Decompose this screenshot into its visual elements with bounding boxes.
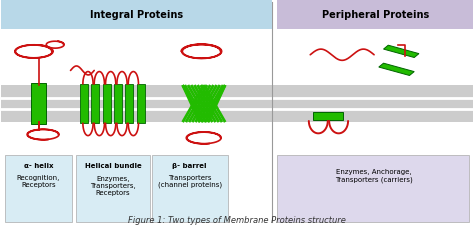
Bar bbox=[0, 1, 273, 30]
Text: Helical bundle: Helical bundle bbox=[85, 162, 142, 168]
Text: Recognition,
Receptors: Recognition, Receptors bbox=[17, 174, 60, 187]
Bar bbox=[277, 1, 474, 30]
Bar bbox=[5, 155, 72, 222]
Text: Transporters
(channel proteins): Transporters (channel proteins) bbox=[158, 174, 222, 187]
Bar bbox=[103, 85, 111, 124]
Bar bbox=[137, 85, 145, 124]
Text: α- helix: α- helix bbox=[24, 162, 53, 168]
Bar bbox=[76, 155, 150, 222]
Bar bbox=[91, 85, 100, 124]
Bar bbox=[383, 46, 419, 58]
Bar bbox=[125, 85, 133, 124]
Text: Enzymes,
Transporters,
Receptors: Enzymes, Transporters, Receptors bbox=[91, 175, 136, 195]
Text: Enzymes, Anchorage,
Transporters (carriers): Enzymes, Anchorage, Transporters (carrie… bbox=[335, 168, 413, 182]
Text: Figure 1: Two types of Membrane Proteins structure: Figure 1: Two types of Membrane Proteins… bbox=[128, 215, 346, 224]
Bar bbox=[80, 85, 88, 124]
Text: Integral Proteins: Integral Proteins bbox=[90, 10, 183, 20]
Bar bbox=[313, 112, 343, 120]
Bar bbox=[277, 155, 469, 222]
Bar bbox=[31, 83, 46, 125]
Bar bbox=[114, 85, 122, 124]
Text: Peripheral Proteins: Peripheral Proteins bbox=[322, 10, 429, 20]
Bar bbox=[379, 64, 414, 76]
Text: β- barrel: β- barrel bbox=[173, 162, 207, 168]
Bar bbox=[152, 155, 228, 222]
Bar bbox=[0, 86, 474, 123]
